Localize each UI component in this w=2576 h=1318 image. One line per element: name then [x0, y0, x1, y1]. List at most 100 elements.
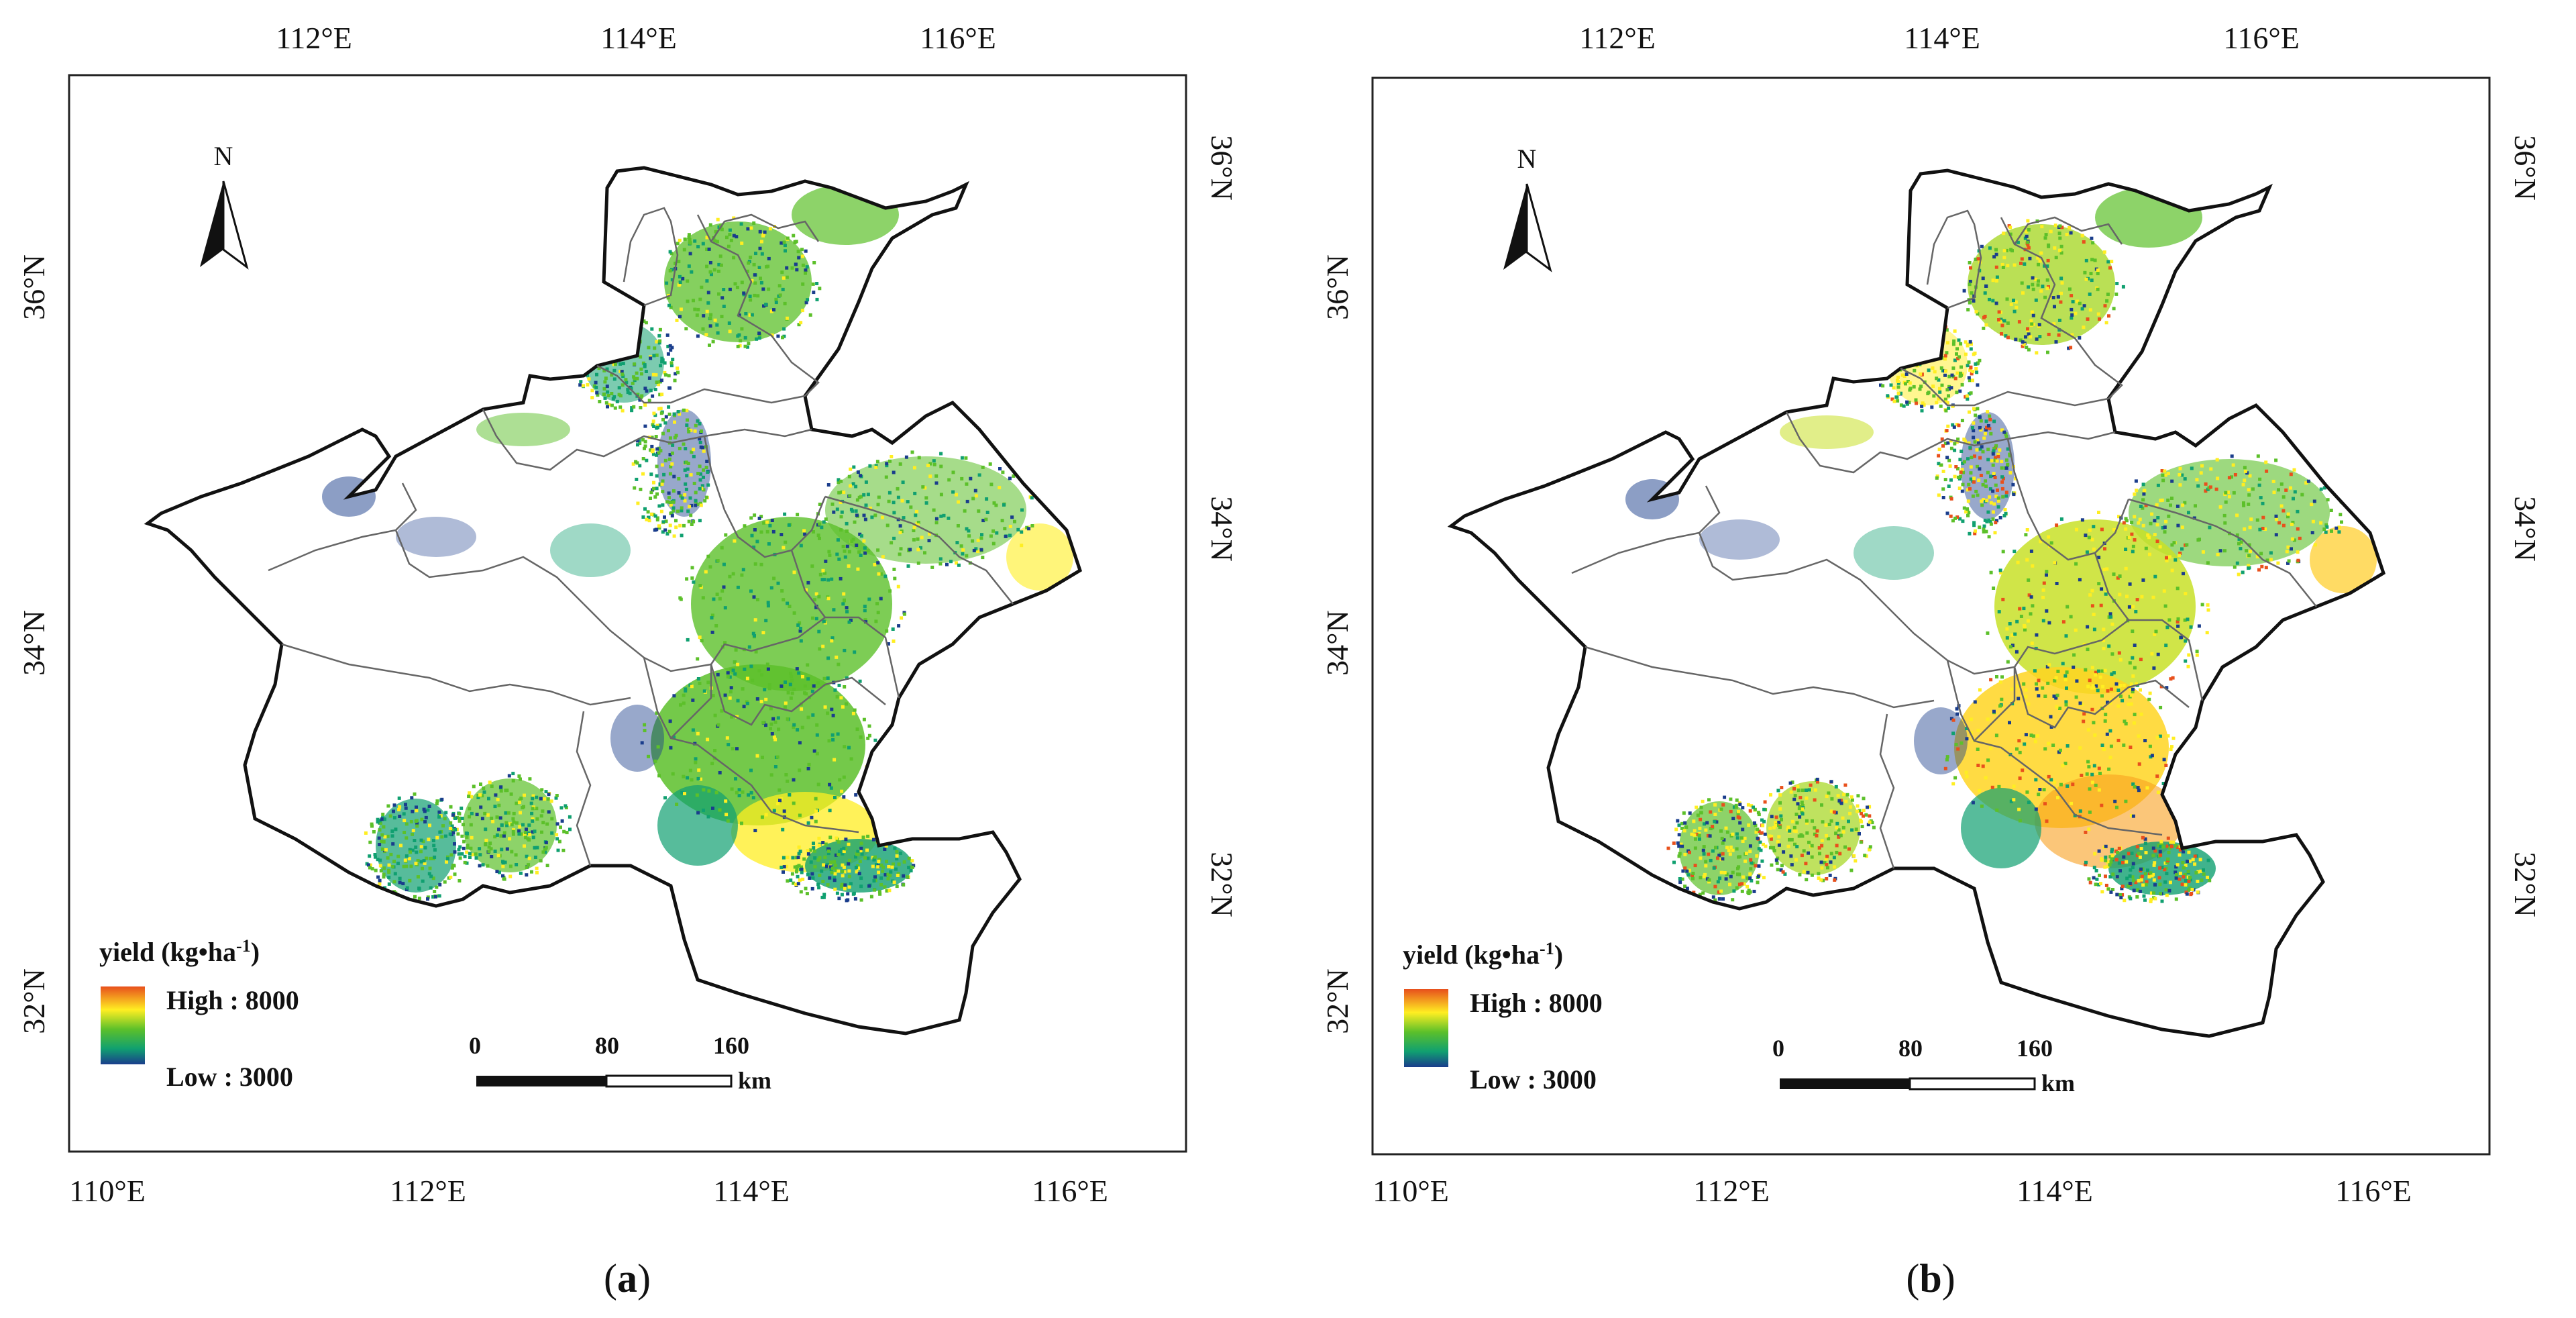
raster-pixel: [1978, 447, 1982, 451]
raster-pixel: [906, 875, 910, 879]
raster-pixel: [885, 462, 889, 466]
raster-pixel: [2117, 651, 2121, 655]
raster-pixel: [678, 523, 682, 527]
raster-pixel: [1902, 374, 1907, 378]
raster-pixel: [806, 677, 810, 681]
raster-pixel: [835, 552, 839, 556]
raster-pixel: [1750, 879, 1754, 882]
raster-pixel: [2002, 256, 2006, 260]
raster-pixel: [1945, 511, 1949, 515]
tick-label: 34°N: [2508, 496, 2542, 562]
raster-pixel: [1746, 803, 1750, 807]
raster-pixel: [2271, 479, 2275, 483]
raster-pixel: [769, 722, 773, 726]
raster-pixel: [684, 327, 688, 331]
raster-pixel: [1987, 518, 1991, 522]
raster-pixel: [1858, 809, 1862, 813]
raster-pixel: [1691, 876, 1695, 880]
raster-pixel: [685, 409, 689, 413]
scale-label-80: 80: [1898, 1035, 1923, 1062]
raster-pixel: [531, 807, 535, 811]
raster-pixel: [650, 450, 654, 454]
raster-pixel: [624, 378, 628, 382]
raster-pixel: [843, 599, 846, 603]
raster-pixel: [2159, 892, 2162, 896]
raster-pixel: [806, 766, 810, 770]
raster-pixel: [776, 581, 780, 585]
raster-pixel: [1976, 464, 1979, 468]
raster-pixel: [2202, 872, 2206, 876]
raster-pixel: [764, 619, 768, 623]
raster-pixel: [453, 842, 456, 846]
raster-pixel: [2061, 662, 2065, 666]
raster-pixel: [778, 293, 782, 297]
raster-pixel: [2155, 523, 2159, 527]
raster-pixel: [736, 344, 740, 348]
raster-pixel: [2084, 830, 2088, 834]
raster-pixel: [1982, 524, 1986, 528]
raster-pixel: [2165, 844, 2169, 848]
raster-pixel: [1962, 506, 1966, 510]
raster-pixel: [765, 265, 768, 269]
raster-pixel: [2233, 473, 2237, 476]
raster-pixel: [2047, 332, 2051, 336]
raster-pixel: [765, 529, 769, 534]
raster-pixel: [2170, 543, 2174, 547]
raster-pixel: [2195, 650, 2199, 654]
raster-pixel: [2043, 236, 2047, 240]
raster-pixel: [2163, 880, 2167, 884]
raster-pixel: [2034, 807, 2038, 811]
raster-pixel: [1788, 838, 1791, 842]
raster-pixel: [1815, 777, 1819, 781]
raster-pixel: [391, 865, 394, 868]
raster-pixel: [2049, 230, 2053, 234]
raster-pixel: [2135, 854, 2139, 858]
raster-pixel: [1969, 366, 1973, 370]
raster-pixel: [393, 872, 397, 876]
raster-pixel: [835, 891, 839, 895]
raster-pixel: [1971, 370, 1975, 374]
raster-pixel: [1968, 261, 1972, 264]
raster-pixel: [816, 534, 820, 538]
raster-pixel: [769, 707, 773, 711]
raster-pixel: [603, 380, 607, 384]
raster-pixel: [800, 865, 803, 869]
raster-pixel: [842, 865, 846, 869]
raster-pixel: [2004, 466, 2008, 470]
raster-pixel: [2043, 695, 2047, 698]
raster-pixel: [2053, 305, 2056, 309]
scale-label-0: 0: [1772, 1035, 1784, 1062]
raster-pixel: [1735, 836, 1739, 840]
raster-pixel: [1810, 873, 1814, 877]
raster-pixel: [2093, 852, 2097, 856]
raster-pixel: [2124, 548, 2128, 551]
raster-pixel: [955, 493, 958, 497]
raster-pixel: [815, 733, 819, 737]
raster-pixel: [772, 308, 775, 312]
raster-pixel: [1945, 755, 1949, 759]
raster-pixel: [729, 686, 733, 690]
raster-pixel: [502, 877, 506, 881]
raster-pixel: [650, 444, 654, 448]
raster-pixel: [2006, 447, 2010, 451]
raster-pixel: [887, 499, 891, 503]
raster-pixel: [696, 472, 700, 476]
raster-pixel: [750, 313, 754, 317]
raster-pixel: [733, 660, 737, 664]
raster-pixel: [449, 805, 453, 809]
raster-pixel: [2078, 701, 2082, 705]
raster-pixel: [2103, 865, 2107, 869]
raster-pixel: [440, 797, 444, 801]
raster-pixel: [2118, 658, 2123, 662]
raster-pixel: [2296, 558, 2300, 562]
raster-pixel: [478, 793, 482, 797]
raster-pixel: [2182, 875, 2186, 879]
raster-pixel: [533, 846, 537, 850]
raster-pixel: [2156, 652, 2160, 656]
raster-pixel: [1972, 480, 1976, 484]
top-axis: 112°E 114°E 116°E: [276, 21, 996, 55]
raster-pixel: [2127, 852, 2131, 856]
raster-pixel: [777, 788, 782, 792]
raster-pixel: [851, 711, 855, 715]
raster-pixel: [1698, 893, 1702, 897]
